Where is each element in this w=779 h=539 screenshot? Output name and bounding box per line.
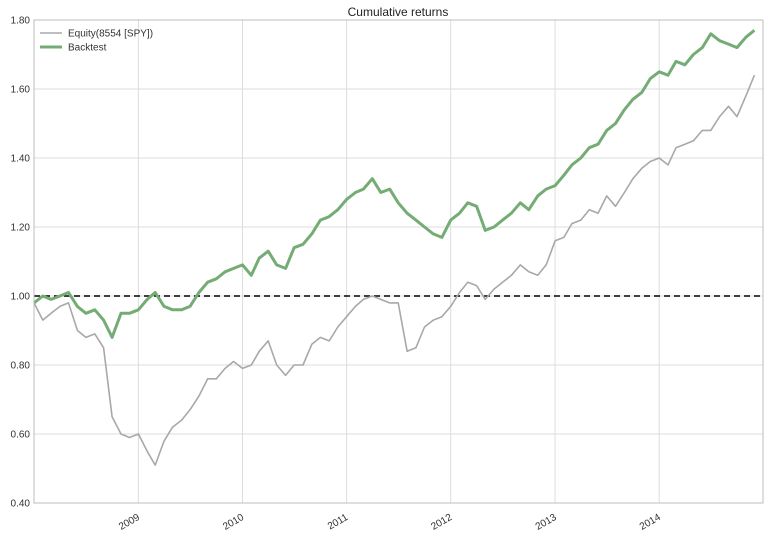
y-tick-label: 1.00: [11, 292, 31, 303]
x-tick-label: 2011: [326, 512, 351, 532]
series-line-equity-spy: [33, 74, 756, 466]
plot-background: [34, 20, 763, 503]
y-tick-label: 0.60: [11, 430, 31, 441]
legend-label: Equity(8554 [SPY]): [68, 29, 153, 40]
x-tick-label: 2014: [638, 512, 663, 533]
x-tick-label: 2010: [221, 512, 246, 533]
legend: Equity(8554 [SPY]) Backtest: [40, 29, 153, 54]
x-tick-label: 2013: [534, 512, 559, 533]
x-axis: 2009 2010 2011 2012 2013 2014: [117, 512, 663, 533]
y-tick-label: 1.20: [11, 223, 31, 234]
x-tick-label: 2012: [429, 512, 454, 533]
y-tick-label: 1.40: [11, 154, 31, 165]
y-tick-label: 0.80: [11, 361, 31, 372]
series-lines: [33, 29, 756, 466]
x-tick-label: 2009: [117, 512, 142, 533]
chart-title: Cumulative returns: [348, 5, 449, 19]
y-tick-label: 0.40: [11, 499, 31, 510]
plot-frame: [33, 19, 764, 504]
series-line-backtest: [33, 29, 756, 339]
grid-lines: [34, 19, 763, 504]
y-tick-label: 1.80: [11, 16, 31, 27]
y-tick-label: 1.60: [11, 85, 31, 96]
legend-label: Backtest: [68, 43, 107, 54]
y-axis: 0.40 0.60 0.80 1.00 1.20 1.40 1.60 1.80: [11, 16, 31, 510]
